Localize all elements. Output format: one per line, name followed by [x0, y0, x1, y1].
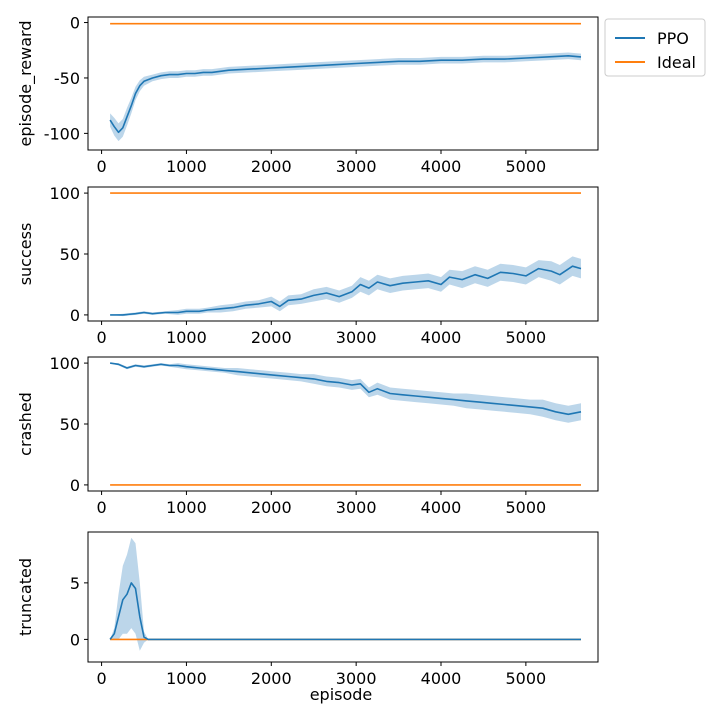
- x-tick-label: 0: [96, 328, 106, 347]
- y-axis-label: success: [16, 223, 35, 286]
- y-tick-label: 100: [49, 184, 80, 203]
- x-tick-label: 3000: [336, 498, 377, 517]
- ppo-band: [110, 256, 581, 317]
- y-tick-label: 50: [60, 245, 80, 264]
- subplot-3: 0 1000 2000 3000 4000 5000 0 50 100 crashed: [16, 354, 599, 517]
- subplot-2: 0 1000 2000 3000 4000 5000 0 50 100 success: [16, 184, 599, 347]
- ppo-line: [109, 362, 582, 416]
- x-tick-label: 4000: [421, 498, 462, 517]
- plot-frame: [87, 16, 599, 151]
- y-axis-label: truncated: [16, 558, 35, 636]
- ppo-line: [110, 265, 582, 316]
- subplot-4: 0 1000 2000 3000 4000 5000 0 5 truncated episode: [16, 531, 599, 704]
- plot-frame: [87, 531, 599, 663]
- x-tick-label: 0: [96, 669, 106, 688]
- ppo-line: [109, 582, 581, 641]
- y-axis-label: episode_reward: [16, 21, 36, 147]
- x-tick-label: 4000: [421, 157, 462, 176]
- subplots: 0 1000 2000 3000 4000 50000-50-100episode_rew…: [16, 14, 599, 704]
- x-tick-label: 5000: [506, 498, 547, 517]
- x-tick-label: 3000: [336, 157, 377, 176]
- ppo-band: [110, 52, 581, 142]
- y-tick-label: 50: [60, 415, 80, 434]
- ppo-line: [109, 54, 582, 134]
- x-tick-label: 2000: [251, 328, 292, 347]
- y-tick-label: 100: [49, 354, 80, 373]
- x-tick-label: 4000: [421, 328, 462, 347]
- ppo-band: [110, 363, 581, 423]
- x-tick-label: 3000: [336, 669, 377, 688]
- y-tick-label: -100: [44, 124, 80, 143]
- x-tick-label: 1000: [166, 328, 207, 347]
- y-tick-label: -50: [54, 69, 80, 88]
- y-tick-label: 0: [70, 14, 80, 33]
- x-tick-label: 1000: [166, 498, 207, 517]
- x-tick-label: 1000: [166, 157, 207, 176]
- x-axis-label: episode: [310, 685, 373, 704]
- x-tick-label: 2000: [251, 669, 292, 688]
- legend-ppo-label: PPO: [657, 29, 689, 48]
- x-tick-label: 5000: [506, 328, 547, 347]
- x-tick-label: 0: [96, 157, 106, 176]
- y-tick-label: 5: [70, 574, 80, 593]
- x-tick-label: 1000: [166, 669, 207, 688]
- x-tick-label: 4000: [421, 669, 462, 688]
- x-tick-label: 2000: [251, 157, 292, 176]
- x-tick-label: 0: [96, 498, 106, 517]
- legend: PPO Ideal: [604, 18, 706, 77]
- x-tick-label: 3000: [336, 328, 377, 347]
- legend-ideal-label: Ideal: [657, 53, 696, 72]
- y-tick-label: 0: [70, 476, 80, 495]
- x-tick-label: 2000: [251, 498, 292, 517]
- x-tick-label: 5000: [506, 669, 547, 688]
- plot-frame: [87, 356, 599, 492]
- subplot-1: 0 1000 2000 3000 4000 5000 0 -50 -100 episode_rew…: [16, 14, 599, 176]
- y-axis-label: crashed: [16, 392, 35, 456]
- ppo-band: [110, 537, 581, 651]
- y-tick-label: 0: [70, 630, 80, 649]
- x-tick-label: 5000: [506, 157, 547, 176]
- y-tick-label: 0: [70, 306, 80, 325]
